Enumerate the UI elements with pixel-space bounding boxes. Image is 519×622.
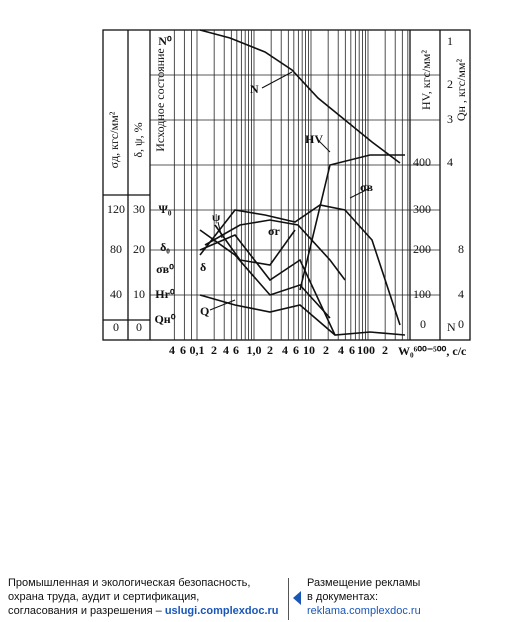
symbol: Ψ₀ <box>159 202 172 216</box>
footer-text: согласования и разрешения – <box>8 605 165 617</box>
curve-label: δ <box>200 260 206 274</box>
tick-label: 40 <box>110 287 122 301</box>
tick-label: 3 <box>447 112 453 126</box>
tick-label: 120 <box>107 202 125 216</box>
x-tick-label: 1,0 <box>247 343 262 357</box>
tick-label: 1 <box>447 34 453 48</box>
symbol: σв⁰ <box>156 262 174 276</box>
x-tick-label: 2 <box>267 343 273 357</box>
axis-label: W₀⁶⁰⁰⁻⁵⁰⁰, c/c <box>398 344 467 358</box>
footer-line: в документах: <box>307 591 379 603</box>
x-tick-label: 6 <box>293 343 299 357</box>
grid <box>150 30 440 340</box>
x-tick-label: 4 <box>282 343 288 357</box>
footer-line: Размещение рекламы <box>307 577 421 589</box>
x-tick-label: 100 <box>357 343 375 357</box>
axis-label: δ, ψ, % <box>131 122 145 157</box>
x-tick-label: 2 <box>382 343 388 357</box>
frame <box>102 29 471 341</box>
x-tick-label: 4 <box>338 343 344 357</box>
tick-label: 100 <box>413 287 431 301</box>
curves <box>199 29 406 336</box>
tick-label: 10 <box>133 287 145 301</box>
symbol: Hr⁰ <box>155 287 175 301</box>
curve-label: HV <box>305 132 323 146</box>
curve-label: Q <box>200 304 209 318</box>
x-tick-label: 0,1 <box>190 343 205 357</box>
footer-line: Промышленная и экологическая безопасност… <box>8 577 251 589</box>
x-tick-label: 6 <box>349 343 355 357</box>
axis-label: N <box>447 320 456 334</box>
axis-label: HV, кгс/мм² <box>419 50 433 110</box>
tick-label: 0 <box>136 320 142 334</box>
x-tick-label: 6 <box>233 343 239 357</box>
tick-label: 400 <box>413 155 431 169</box>
axis-label: σд, кгс/мм² <box>107 111 121 168</box>
tick-label: 20 <box>133 242 145 256</box>
footer-line: охрана труда, аудит и сертификация, <box>8 591 200 603</box>
tick-label: 4 <box>447 155 453 169</box>
curve-label: N <box>250 82 259 96</box>
tick-label: 0 <box>113 320 119 334</box>
footer-right: Размещение рекламы в документах: reklama… <box>307 576 507 618</box>
curve-label: σв <box>360 180 374 194</box>
x-tick-label: 4 <box>169 343 175 357</box>
footer-link[interactable]: reklama.complexdoc.ru <box>307 605 421 617</box>
arrow-icon <box>293 591 301 605</box>
tick-label: 0 <box>458 317 464 331</box>
footer-left: Промышленная и экологическая безопасност… <box>8 576 288 618</box>
tick-label: 0 <box>420 317 426 331</box>
x-tick-label: 2 <box>323 343 329 357</box>
axis-label: Исходное состояние <box>153 48 167 152</box>
tick-label: 4 <box>458 287 464 301</box>
tick-label: 8 <box>458 242 464 256</box>
tick-label: 300 <box>413 202 431 216</box>
divider <box>288 578 289 620</box>
symbol: Qн⁰ <box>154 312 175 326</box>
curve-label: σr <box>268 224 281 238</box>
x-tick-label: 10 <box>303 343 315 357</box>
x-tick-label: 2 <box>211 343 217 357</box>
axis-label: Qн , кгс/мм² <box>454 58 468 121</box>
tick-label: 200 <box>413 242 431 256</box>
tick-label: 80 <box>110 242 122 256</box>
footer-line: согласования и разрешения – uslugi.compl… <box>8 604 288 618</box>
symbol: δ₀ <box>160 240 170 254</box>
tick-label: 2 <box>447 77 453 91</box>
leaders <box>209 71 371 311</box>
symbol: N⁰ <box>158 34 172 48</box>
curve-label: ψ <box>212 210 221 224</box>
x-tick-label: 4 <box>223 343 229 357</box>
footer-link[interactable]: uslugi.complexdoc.ru <box>164 605 279 617</box>
tick-label: 30 <box>133 202 145 216</box>
x-tick-label: 6 <box>180 343 186 357</box>
